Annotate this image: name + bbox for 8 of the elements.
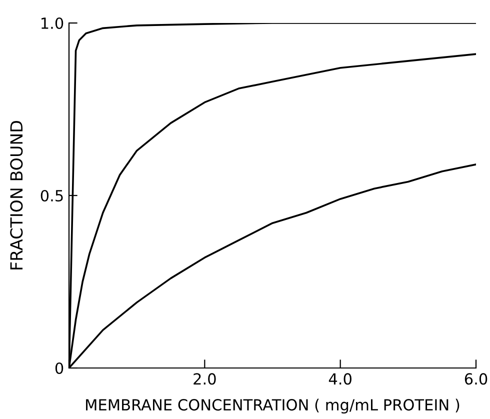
x-tick-label: 4.0: [328, 373, 352, 385]
y-tick-label: 1.0: [42, 17, 64, 30]
y-tick-label: 0.5: [40, 190, 63, 202]
x-tick-label: 6.0: [464, 373, 488, 385]
x-axis-title: MEMBRANE CONCENTRATION ( mg/mL PROTEIN ): [86, 398, 460, 414]
x-tick-label: 2.0: [194, 373, 216, 385]
y-tick-label: 0: [55, 362, 64, 374]
y-axis-title: FRACTION BOUND: [10, 120, 23, 270]
